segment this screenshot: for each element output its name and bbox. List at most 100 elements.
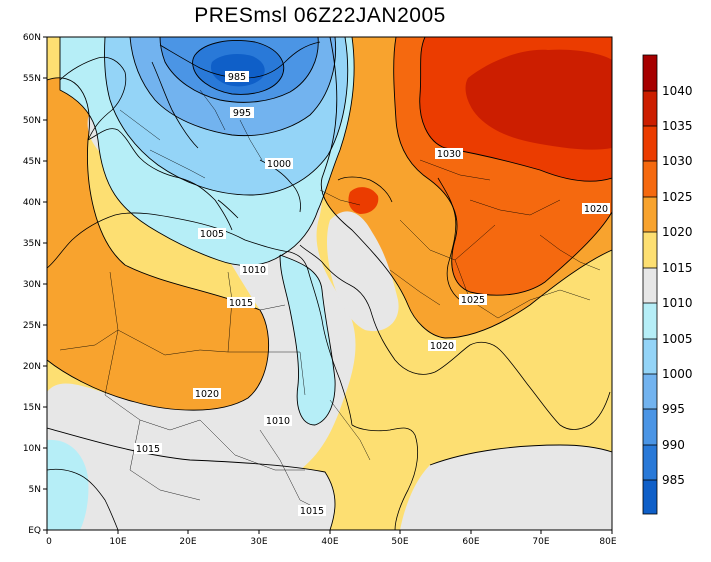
map-field: 985 995 1000 1005 1010 1015 1020 1010 10… <box>47 37 612 530</box>
isobar-label: 1015 <box>298 505 326 517</box>
field-1010-east <box>327 211 399 332</box>
svg-text:20N: 20N <box>23 362 41 372</box>
lat-tick: 15N <box>23 403 47 413</box>
colorbar-swatch <box>643 197 657 232</box>
svg-text:25N: 25N <box>23 321 41 331</box>
lon-tick: 80E <box>599 530 617 547</box>
lat-tick: 55N <box>23 74 47 84</box>
svg-text:30E: 30E <box>250 537 267 547</box>
longitude-axis: 0 10E 20E 30E 40E 50E 60E 70E 80E <box>46 530 617 547</box>
coastlines <box>47 41 611 530</box>
colorbar-swatch <box>643 55 657 91</box>
lon-tick: 20E <box>179 530 197 547</box>
isobar-label: 1020 <box>428 340 456 352</box>
lon-tick: 50E <box>391 530 409 547</box>
colorbar-swatch <box>643 409 657 445</box>
colorbar-swatch <box>643 268 657 303</box>
svg-text:1030: 1030 <box>437 149 461 160</box>
svg-text:30N: 30N <box>23 280 41 290</box>
colorbar-swatch <box>643 91 657 126</box>
svg-text:1005: 1005 <box>200 229 224 240</box>
lat-tick: 20N <box>23 362 47 372</box>
svg-text:20E: 20E <box>179 537 196 547</box>
colorbar-label: 990 <box>662 438 685 452</box>
colorbar-label: 1020 <box>662 225 693 239</box>
isobar-label: 1015 <box>227 297 255 309</box>
colorbar-label: 995 <box>662 402 685 416</box>
svg-text:1020: 1020 <box>584 204 608 215</box>
svg-text:1015: 1015 <box>229 298 253 309</box>
colorbar-outline <box>642 54 658 515</box>
lat-tick: 10N <box>23 444 47 454</box>
field-1005-tongue <box>280 255 336 425</box>
svg-text:60E: 60E <box>462 537 479 547</box>
colorbar-label: 1025 <box>662 190 693 204</box>
colorbar: 1040 1035 1030 1025 1020 1015 1010 1005 … <box>642 54 693 515</box>
colorbar-swatch <box>643 480 657 514</box>
svg-text:1010: 1010 <box>242 265 266 276</box>
colorbar-swatch <box>643 232 657 268</box>
svg-text:50N: 50N <box>23 116 41 126</box>
isobar-label: 1030 <box>435 148 463 160</box>
isobar-label: 1010 <box>240 264 268 276</box>
lon-tick: 0 <box>46 530 52 547</box>
field-1035 <box>465 49 612 150</box>
isobar-label: 1000 <box>265 158 293 170</box>
svg-text:40E: 40E <box>321 537 338 547</box>
lat-tick: 25N <box>23 321 47 331</box>
field-1005-southwest <box>47 439 89 530</box>
svg-text:35N: 35N <box>23 239 41 249</box>
svg-text:80E: 80E <box>599 537 616 547</box>
svg-text:985: 985 <box>228 72 246 83</box>
colorbar-swatch <box>643 339 657 374</box>
svg-text:0: 0 <box>46 537 52 547</box>
svg-text:1025: 1025 <box>461 295 485 306</box>
svg-text:70E: 70E <box>532 537 549 547</box>
lat-tick: 30N <box>23 280 47 290</box>
svg-text:50E: 50E <box>391 537 408 547</box>
colorbar-swatch <box>643 303 657 339</box>
isobar-label: 1015 <box>134 443 162 455</box>
latitude-axis: 60N 55N 50N 45N 40N 35N 30N 25N 20N 15N … <box>23 33 47 536</box>
lat-tick: 50N <box>23 116 47 126</box>
colorbar-label: 1010 <box>662 296 693 310</box>
lat-tick: 60N <box>23 33 47 43</box>
isobar-label: 1025 <box>459 294 487 306</box>
svg-text:40N: 40N <box>23 198 41 208</box>
svg-text:1000: 1000 <box>267 159 291 170</box>
lon-tick: 60E <box>462 530 480 547</box>
isobar-label: 985 <box>225 71 249 83</box>
field-1010-south <box>400 445 612 530</box>
svg-text:EQ: EQ <box>28 526 41 536</box>
svg-text:60N: 60N <box>23 33 41 43</box>
field-1020-west <box>47 77 269 411</box>
lat-tick: 40N <box>23 198 47 208</box>
field-1035-cell <box>348 187 379 214</box>
svg-text:1020: 1020 <box>430 341 454 352</box>
svg-text:55N: 55N <box>23 74 41 84</box>
lon-tick: 10E <box>109 530 127 547</box>
isobar-label: 1020 <box>582 203 610 215</box>
svg-text:995: 995 <box>233 108 251 119</box>
isobar-label: 1005 <box>198 228 226 240</box>
colorbar-label: 1035 <box>662 119 693 133</box>
svg-text:1015: 1015 <box>136 444 160 455</box>
svg-text:45N: 45N <box>23 157 41 167</box>
lon-tick: 40E <box>321 530 339 547</box>
svg-text:1020: 1020 <box>195 389 219 400</box>
colorbar-label: 1040 <box>662 84 693 98</box>
svg-text:1010: 1010 <box>266 416 290 427</box>
field-1010-gulf <box>47 428 335 530</box>
isobar-label: 1010 <box>264 415 292 427</box>
field-980 <box>210 54 265 87</box>
svg-text:10E: 10E <box>109 537 126 547</box>
isobar-labels: 985 995 1000 1005 1010 1015 1020 1010 10… <box>134 71 610 517</box>
lat-tick: 5N <box>29 485 47 495</box>
svg-text:15N: 15N <box>23 403 41 413</box>
lat-tick: EQ <box>28 526 47 536</box>
lon-tick: 30E <box>250 530 268 547</box>
colorbar-swatch <box>643 126 657 161</box>
colorbar-swatch <box>643 161 657 197</box>
colorbar-label: 1000 <box>662 367 693 381</box>
